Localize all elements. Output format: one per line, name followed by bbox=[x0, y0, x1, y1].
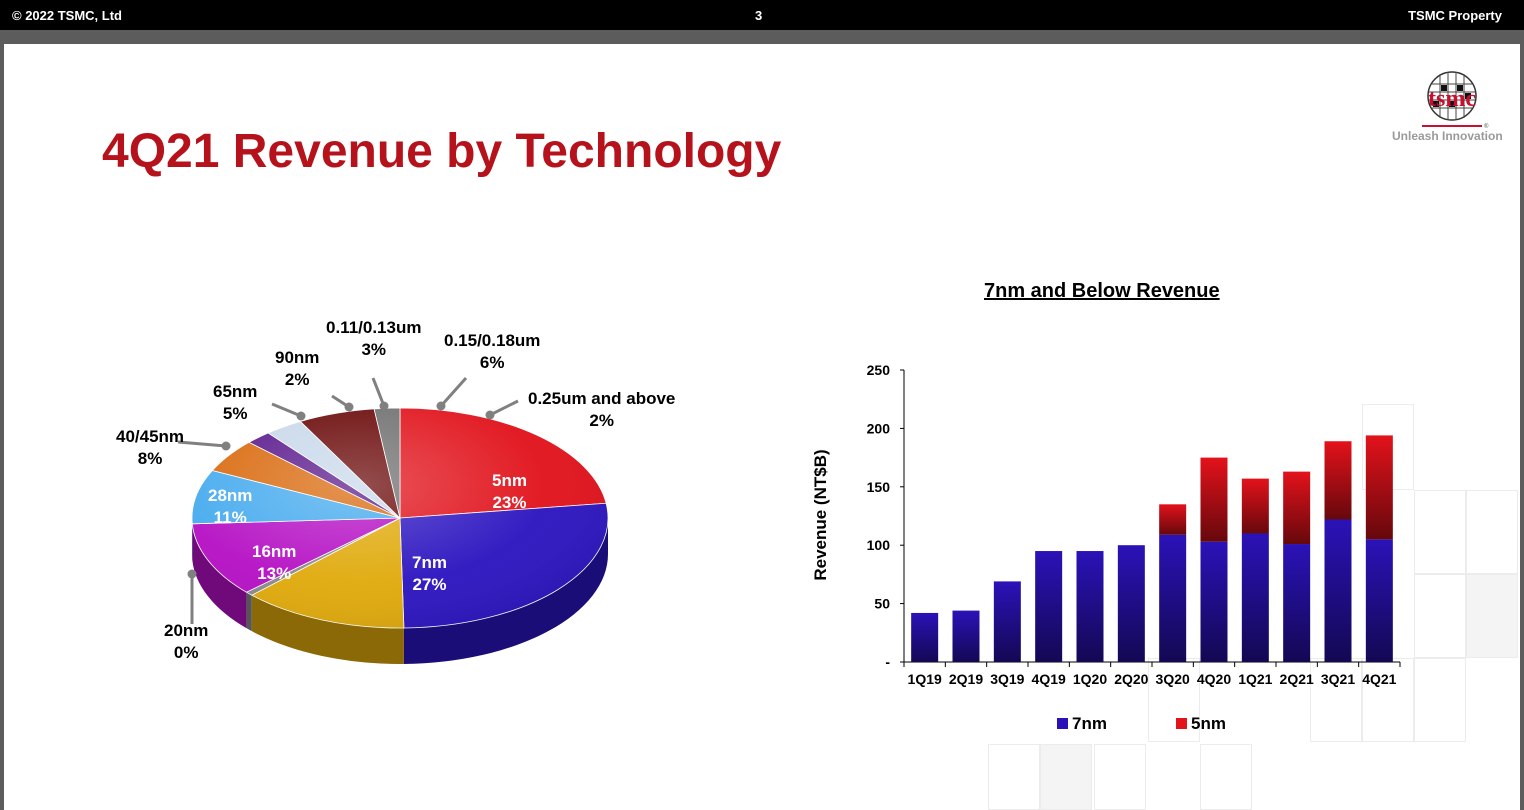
revenue-bar-chart: 250 200 150 100 50 - Revenue (NT$B) 1Q19 2Q19 3Q1… bbox=[811, 362, 1401, 733]
bar-marks bbox=[911, 435, 1393, 662]
page-number: 3 bbox=[755, 8, 763, 23]
x-tick-label: 1Q20 bbox=[1073, 671, 1107, 687]
pie-label-7nm: 7nm 27% bbox=[412, 553, 447, 594]
pie-label-90nm: 90nm 2% bbox=[275, 348, 320, 389]
y-tick-label: 200 bbox=[867, 420, 891, 436]
pie-label-0-11-0-13um: 0.11/0.13um 3% bbox=[326, 318, 422, 359]
bar-7nm-4Q20 bbox=[1200, 541, 1228, 662]
copyright-text: © 2022 TSMC, Ltd bbox=[12, 8, 122, 23]
bar-chart-title: 7nm and Below Revenue bbox=[984, 280, 1220, 302]
pie-label-0-15-0-18um: 0.15/0.18um 6% bbox=[444, 331, 541, 372]
bar-5nm-3Q21 bbox=[1324, 441, 1352, 520]
bar-7nm-2Q20 bbox=[1117, 545, 1145, 662]
x-tick-label: 4Q20 bbox=[1197, 671, 1231, 687]
x-tick-label: 2Q20 bbox=[1114, 671, 1148, 687]
leader-dot-90nm bbox=[344, 402, 354, 412]
leader-line-40-45nm bbox=[177, 440, 227, 448]
y-tick-label: 250 bbox=[867, 362, 891, 378]
background-square bbox=[1414, 574, 1466, 658]
y-tick-label: 50 bbox=[874, 596, 890, 612]
slide-title: 4Q21 Revenue by Technology bbox=[102, 125, 782, 178]
background-square bbox=[1466, 574, 1518, 658]
bar-5nm-1Q21 bbox=[1241, 478, 1269, 534]
logo-tagline: Unleash Innovation bbox=[1392, 129, 1503, 143]
leader-line-65nm bbox=[271, 402, 302, 418]
bar-7nm-3Q19 bbox=[993, 581, 1021, 662]
background-square bbox=[1414, 490, 1466, 574]
x-tick-label: 3Q19 bbox=[990, 671, 1024, 687]
pie-label-16nm: 16nm 13% bbox=[252, 542, 297, 583]
leader-dot-40-45nm bbox=[221, 441, 231, 451]
legend-swatch-7nm bbox=[1057, 718, 1068, 729]
leader-dot-20nm bbox=[187, 569, 197, 579]
pie-label-20nm: 20nm 0% bbox=[164, 621, 209, 662]
bar-5nm-3Q20 bbox=[1159, 504, 1187, 535]
x-tick-label: 1Q21 bbox=[1238, 671, 1272, 687]
background-square bbox=[1414, 658, 1466, 742]
leader-dot-65nm bbox=[296, 411, 306, 421]
top-bar: © 2022 TSMC, Ltd 3 TSMC Property bbox=[0, 0, 1524, 30]
bar-7nm-2Q21 bbox=[1283, 544, 1311, 662]
bar-5nm-4Q21 bbox=[1365, 435, 1393, 540]
x-tick-label: 3Q20 bbox=[1156, 671, 1190, 687]
y-tick-label: - bbox=[885, 654, 890, 670]
x-tick-label: 1Q19 bbox=[908, 671, 942, 687]
leader-line-0-25um-and-above bbox=[489, 399, 519, 417]
bar-7nm-1Q20 bbox=[1076, 551, 1104, 662]
bar-7nm-2Q19 bbox=[952, 610, 980, 662]
y-axis-label: Revenue (NT$B) bbox=[811, 449, 830, 580]
pie-label-65nm: 65nm 5% bbox=[213, 382, 258, 423]
leader-dot-0-25um-and-above bbox=[485, 410, 495, 420]
x-tick-label: 4Q21 bbox=[1362, 671, 1396, 687]
bar-5nm-2Q21 bbox=[1283, 471, 1311, 545]
x-tick-label: 4Q19 bbox=[1032, 671, 1066, 687]
leader-dot-0-15-0-18um bbox=[436, 401, 446, 411]
leader-line-0-11-0-13um bbox=[371, 377, 386, 407]
svg-text:®: ® bbox=[1484, 123, 1489, 130]
bar-7nm-3Q20 bbox=[1159, 534, 1187, 662]
background-square bbox=[1466, 490, 1518, 574]
pie-label-28nm: 28nm 11% bbox=[208, 486, 253, 527]
y-tick-label: 150 bbox=[867, 479, 891, 495]
legend-label-7nm: 7nm bbox=[1072, 714, 1107, 733]
logo-wordmark: tsmc bbox=[1428, 86, 1476, 112]
bar-7nm-1Q19 bbox=[911, 612, 939, 662]
bar-5nm-4Q20 bbox=[1200, 457, 1228, 542]
tsmc-logo: tsmc ® bbox=[1422, 71, 1489, 130]
legend-swatch-5nm bbox=[1176, 718, 1187, 729]
bar-7nm-4Q19 bbox=[1035, 551, 1063, 662]
pie-label-5nm: 5nm 23% bbox=[492, 471, 527, 512]
pie-label-0-25um-and-above: 0.25um and above 2% bbox=[528, 389, 676, 430]
bar-7nm-3Q21 bbox=[1324, 519, 1352, 662]
pie-leader-lines bbox=[177, 377, 519, 624]
y-tick-label: 100 bbox=[867, 537, 891, 553]
slide: 4Q21 Revenue by Technology tsmc ® Unleas… bbox=[4, 44, 1520, 810]
x-tick-label: 2Q19 bbox=[949, 671, 983, 687]
x-tick-label: 2Q21 bbox=[1280, 671, 1314, 687]
bar-7nm-1Q21 bbox=[1241, 533, 1269, 662]
bar-axes: 250 200 150 100 50 - Revenue (NT$B) 1Q19 2Q19 3Q1… bbox=[811, 362, 1401, 733]
leader-dot-0-11-0-13um bbox=[379, 401, 389, 411]
x-tick-label: 3Q21 bbox=[1321, 671, 1355, 687]
legend-label-5nm: 5nm bbox=[1191, 714, 1226, 733]
property-text: TSMC Property bbox=[1408, 8, 1502, 23]
leader-line-0-15-0-18um bbox=[439, 377, 468, 407]
bar-7nm-4Q21 bbox=[1365, 539, 1393, 662]
pie-label-40-45nm: 40/45nm 8% bbox=[116, 427, 185, 468]
